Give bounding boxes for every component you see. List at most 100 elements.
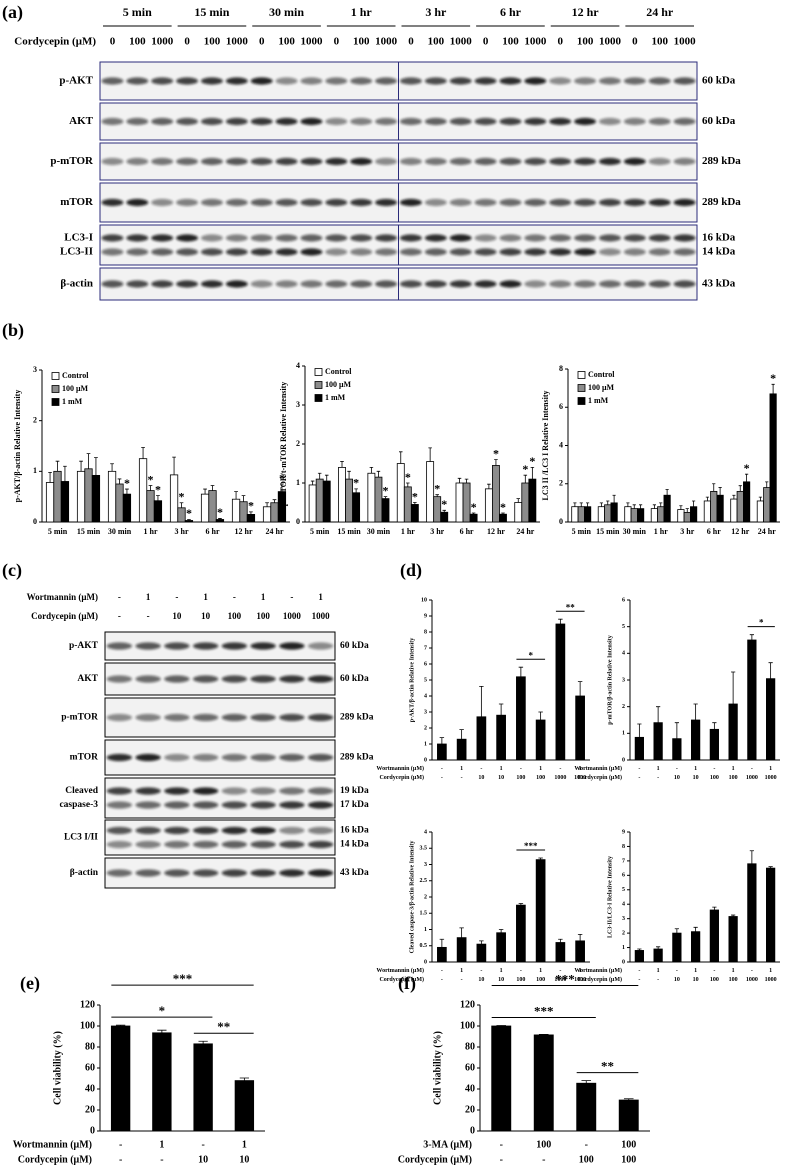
y-tick-label: 0 — [622, 757, 625, 763]
blot-band — [101, 280, 124, 288]
panel-label: (d) — [400, 560, 422, 581]
error-bar — [639, 504, 643, 509]
y-axis-title: Cell viability (%) — [52, 1031, 63, 1105]
x-tick-label: - — [559, 968, 561, 974]
blot-band — [164, 869, 190, 877]
time-header: 6 hr — [500, 5, 522, 19]
x-tick-label: - — [119, 1154, 122, 1165]
blot-band — [135, 787, 161, 795]
y-tick-label: 20 — [85, 1104, 95, 1115]
bar — [440, 511, 449, 523]
x-tick-label: 1000 — [554, 775, 566, 781]
error-bar — [674, 722, 679, 739]
bar — [169, 474, 179, 523]
blot-band — [101, 248, 124, 256]
blot-band — [499, 280, 522, 288]
bar — [476, 716, 487, 761]
legend-label: 100 μM — [325, 380, 352, 389]
x-tick-label: - — [461, 775, 463, 781]
legend-swatch — [51, 372, 60, 380]
blot-band — [524, 234, 547, 242]
error-bar — [623, 1098, 634, 1101]
y-tick-label: 1 — [622, 731, 625, 737]
error-bar — [459, 729, 464, 740]
significance-label: ** — [601, 1059, 614, 1074]
significance-label: *** — [534, 1003, 554, 1018]
dose-label: 100 — [278, 36, 295, 48]
blot-band — [424, 280, 447, 288]
x-tick-label: - — [520, 766, 522, 772]
bar — [575, 695, 585, 761]
bar — [322, 480, 331, 523]
blot-band — [598, 248, 621, 256]
y-tick-label: 9 — [424, 613, 427, 619]
blot-band — [279, 675, 305, 683]
y-tick-label: 8 — [559, 364, 563, 373]
bar — [193, 1043, 213, 1132]
blot-band — [598, 157, 621, 166]
x-row-title: Wortmannin (μM) — [13, 1139, 92, 1150]
error-bar — [496, 1025, 507, 1026]
blot-band — [474, 248, 497, 256]
blot-band — [648, 157, 671, 166]
bar — [426, 461, 435, 523]
y-axis-title: p-mTOR/t-mTOR Relative Intensity — [279, 382, 288, 507]
x-tick-label: 100 — [579, 1154, 594, 1165]
blot-band — [250, 280, 273, 288]
y-tick-label: 0 — [296, 517, 300, 526]
x-tick-label: 1 — [769, 968, 772, 974]
row-label: Cleaved — [65, 786, 98, 796]
significance-star: * — [493, 446, 499, 460]
blot-band — [350, 117, 373, 126]
dose-label: 1000 — [300, 36, 323, 48]
significance-label: * — [529, 650, 534, 660]
y-tick-label: 40 — [465, 1083, 475, 1094]
bar — [484, 488, 493, 523]
blot-band — [192, 642, 219, 650]
blot-band — [250, 801, 276, 809]
x-tick-label: 1 — [242, 1139, 247, 1150]
error-bar — [577, 681, 583, 696]
blot-band — [399, 198, 422, 207]
blot-band — [623, 77, 646, 85]
error-bar — [738, 485, 742, 492]
blot-band — [549, 280, 572, 288]
y-tick-label: 1 — [622, 945, 625, 951]
error-bar — [674, 928, 679, 934]
error-bar — [399, 451, 403, 464]
bar — [433, 496, 442, 523]
blot-band — [126, 77, 149, 85]
blot-band — [106, 675, 133, 683]
error-bar — [498, 703, 504, 716]
bar — [246, 514, 256, 523]
bar — [634, 950, 644, 963]
error-bar — [347, 470, 351, 480]
bar — [743, 481, 751, 523]
y-tick-label: 0 — [559, 517, 563, 526]
bar — [215, 519, 225, 523]
error-bar — [239, 1077, 250, 1081]
lane-label: 1 — [318, 592, 323, 602]
x-tick-label: 1 — [732, 766, 735, 772]
blot-band — [176, 280, 199, 288]
bar — [634, 736, 644, 761]
blot-band — [164, 787, 190, 795]
bar — [691, 931, 701, 963]
blot-band — [524, 280, 547, 288]
dose-label: 1000 — [450, 36, 473, 48]
blot-band — [673, 157, 696, 166]
bar — [496, 932, 506, 963]
bar — [709, 728, 719, 761]
bar — [709, 909, 719, 963]
bar — [345, 478, 353, 523]
error-bar — [187, 519, 191, 521]
blot-band — [474, 117, 497, 126]
x-row-title: Wortmannin (μM) — [574, 765, 622, 772]
error-bar — [464, 478, 469, 483]
blot-band — [648, 198, 671, 207]
x-tick-label: 1 — [769, 766, 772, 772]
error-bar — [538, 1034, 549, 1035]
error-bar — [383, 496, 388, 499]
dose-label: 0 — [632, 36, 638, 48]
y-tick-label: 3 — [622, 677, 625, 683]
